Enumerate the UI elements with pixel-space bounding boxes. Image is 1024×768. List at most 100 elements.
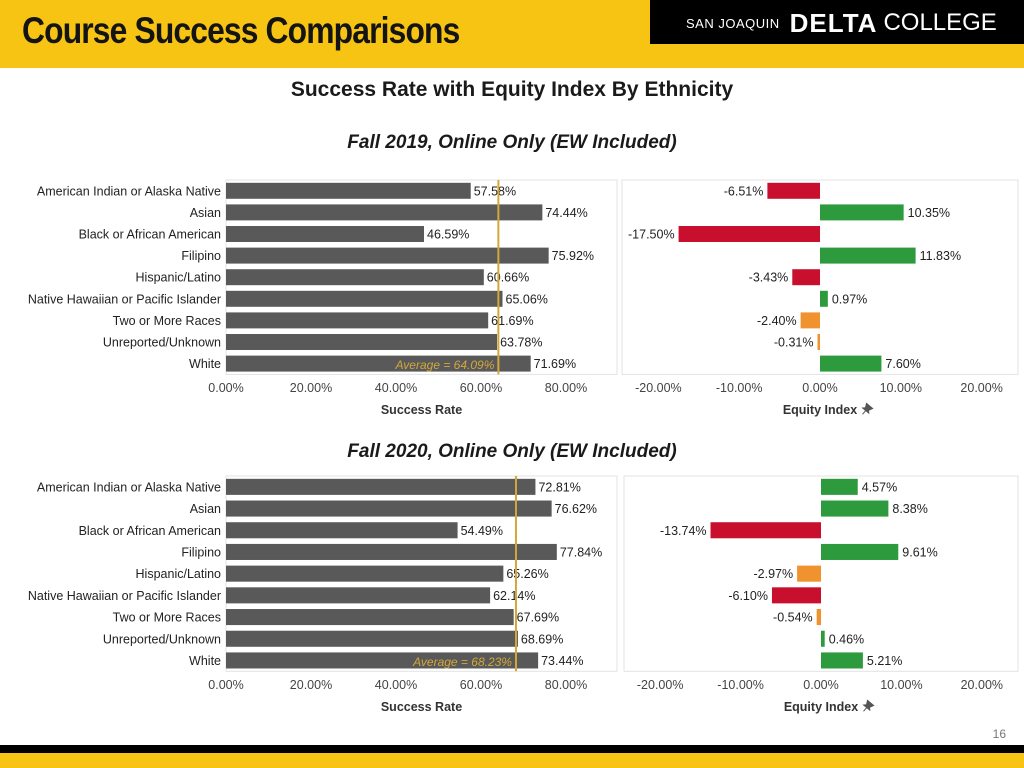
chart1-success-tick-label: 40.00% xyxy=(375,381,417,395)
chart2-equity-tick-label: 0.00% xyxy=(803,678,838,692)
chart2-success-tick-label: 40.00% xyxy=(375,678,417,692)
chart1-equity-axis-label: Equity Index xyxy=(783,403,857,417)
brand-delta-text: DELTA xyxy=(789,7,878,38)
chart2-success-bar xyxy=(226,522,458,539)
chart1-equity-tick-label: -20.00% xyxy=(635,381,682,395)
chart1-category-label: Filipino xyxy=(181,249,221,263)
chart1-pin-icon xyxy=(861,402,874,415)
chart2-success-value-label: 77.84% xyxy=(560,545,602,559)
chart1-success-bar xyxy=(226,247,549,264)
brand-small-text: SAN JOAQUIN xyxy=(686,15,780,31)
chart1-category-label: Native Hawaiian or Pacific Islander xyxy=(28,292,221,306)
chart1-average-label: Average = 64.09% xyxy=(395,358,495,372)
chart2-success-tick-label: 80.00% xyxy=(545,678,587,692)
chart2-equity-value-label: -13.74% xyxy=(660,524,707,538)
chart2-category-label: Hispanic/Latino xyxy=(136,567,222,581)
chart1-success-bar xyxy=(226,269,484,286)
chart2-success-value-label: 73.44% xyxy=(541,654,583,668)
chart2-category-label: White xyxy=(189,654,221,668)
chart1-category-label: Unreported/Unknown xyxy=(103,336,221,350)
chart2-equity-value-label: 8.38% xyxy=(892,502,927,516)
chart2-category-label: Asian xyxy=(190,502,221,516)
chart2-equity-tick-label: -10.00% xyxy=(717,678,764,692)
chart-subtitle-2020: Fall 2020, Online Only (EW Included) xyxy=(347,441,677,462)
chart2-equity-value-label: -0.54% xyxy=(773,611,813,625)
chart1-equity-value-label: 0.97% xyxy=(832,292,867,306)
chart2-equity-value-label: 0.46% xyxy=(829,632,864,646)
chart1-equity-value-label: -0.31% xyxy=(774,336,814,350)
chart2-equity-tick-label: 10.00% xyxy=(880,678,922,692)
chart2-category-label: Native Hawaiian or Pacific Islander xyxy=(28,589,221,603)
chart1-equity-bar xyxy=(767,182,820,199)
chart1-success-value-label: 46.59% xyxy=(427,228,469,242)
chart2-category-label: Filipino xyxy=(181,545,221,559)
chart1-equity-bar xyxy=(820,290,828,307)
chart1-equity-bar xyxy=(800,312,820,329)
chart1-success-value-label: 60.66% xyxy=(487,271,529,285)
chart1-category-label: White xyxy=(189,357,221,371)
chart2-equity-bar xyxy=(816,609,821,626)
chart1-success-value-label: 61.69% xyxy=(491,314,533,328)
chart1-category-label: Two or More Races xyxy=(113,314,221,328)
chart2-equity-bar xyxy=(821,543,899,560)
chart1-success-bar xyxy=(226,204,543,221)
footer-black-bar xyxy=(0,745,1024,753)
chart2-success-bar xyxy=(226,478,536,495)
chart2-category-label: Two or More Races xyxy=(113,611,221,625)
chart2-success-tick-label: 0.00% xyxy=(208,678,243,692)
page-title: Course Success Comparisons xyxy=(22,10,460,51)
chart2-success-bar xyxy=(226,630,518,647)
chart2-success-bar xyxy=(226,565,504,582)
chart2-equity-value-label: 9.61% xyxy=(902,545,937,559)
chart2-equity-value-label: 5.21% xyxy=(867,654,902,668)
chart1-equity-tick-label: 0.00% xyxy=(802,381,837,395)
chart1-success-axis-label: Success Rate xyxy=(381,403,462,417)
page-number: 16 xyxy=(992,727,1006,741)
chart1-success-value-label: 74.44% xyxy=(545,206,587,220)
chart2-equity-bar xyxy=(710,522,821,539)
chart1-equity-bar xyxy=(792,269,820,286)
chart2-success-bar xyxy=(226,543,557,560)
chart1-success-bar xyxy=(226,290,503,307)
chart1-success-tick-label: 0.00% xyxy=(208,381,243,395)
brand-panel xyxy=(650,0,1024,44)
chart2-success-tick-label: 20.00% xyxy=(290,678,332,692)
chart-subtitle-2019: Fall 2019, Online Only (EW Included) xyxy=(347,132,677,153)
chart2-equity-bar xyxy=(821,652,863,669)
chart1-success-bar xyxy=(226,226,425,242)
chart2-equity-value-label: -6.10% xyxy=(728,589,768,603)
chart2-category-label: Unreported/Unknown xyxy=(103,632,221,646)
chart1-success-bar xyxy=(226,312,489,329)
chart1-equity-bar xyxy=(678,226,820,242)
chart2-success-value-label: 54.49% xyxy=(461,524,503,538)
chart2-success-axis-label: Success Rate xyxy=(381,700,462,714)
chart2-pin-icon xyxy=(862,699,875,712)
chart1-success-bar xyxy=(226,182,471,199)
chart1-category-label: Hispanic/Latino xyxy=(136,271,222,285)
chart2-category-label: Black or African American xyxy=(79,524,221,538)
chart2-success-value-label: 65.26% xyxy=(506,567,548,581)
chart1-equity-value-label: 10.35% xyxy=(908,206,950,220)
chart2-category-label: American Indian or Alaska Native xyxy=(37,480,221,494)
college-logo: SAN JOAQUIN DELTA COLLEGE xyxy=(686,8,997,38)
chart1-equity-bar xyxy=(820,355,882,372)
chart2-equity-bar xyxy=(797,565,821,582)
chart1-equity-value-label: -17.50% xyxy=(628,228,675,242)
chart1-category-label: Asian xyxy=(190,206,221,220)
chart1-equity-value-label: -2.40% xyxy=(757,314,797,328)
chart1-equity-tick-label: 10.00% xyxy=(880,381,922,395)
chart1-success-value-label: 63.78% xyxy=(500,336,542,350)
chart1-success-tick-label: 20.00% xyxy=(290,381,332,395)
chart1-equity-value-label: 7.60% xyxy=(885,357,920,371)
chart2-equity-value-label: 4.57% xyxy=(862,480,897,494)
chart2-success-value-label: 62.14% xyxy=(493,589,535,603)
chart2-equity-bar xyxy=(821,630,825,647)
chart2-success-bar xyxy=(226,609,514,626)
chart2-success-bar xyxy=(226,500,552,517)
chart-title: Success Rate with Equity Index By Ethnic… xyxy=(290,78,734,101)
brand-college-text: COLLEGE xyxy=(883,9,997,36)
chart2-equity-bar xyxy=(771,587,821,604)
chart2-equity-tick-label: -20.00% xyxy=(637,678,684,692)
chart2-equity-bar xyxy=(821,478,858,495)
chart1-success-value-label: 57.58% xyxy=(474,184,516,198)
